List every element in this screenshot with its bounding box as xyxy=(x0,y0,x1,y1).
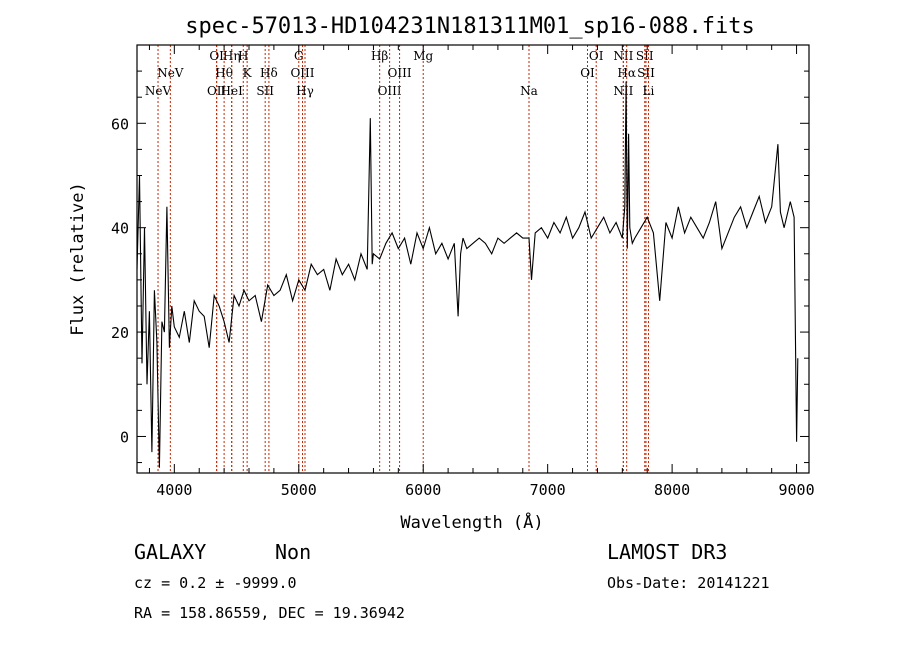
line-marker-label: OIII xyxy=(378,84,402,98)
chart-title: spec-57013-HD104231N181311M01_sp16-088.f… xyxy=(185,14,755,39)
x-tick-label: 4000 xyxy=(156,481,192,499)
x-tick-label: 9000 xyxy=(778,481,814,499)
line-marker-label: NII xyxy=(613,84,633,98)
line-marker-label: OI xyxy=(589,49,604,63)
line-marker-label: SII xyxy=(636,49,654,63)
y-tick-label: 40 xyxy=(111,220,129,238)
line-marker-label: Hθ xyxy=(215,66,233,80)
line-marker-label: NII xyxy=(613,49,633,63)
line-marker-label: OIII xyxy=(290,66,314,80)
line-marker-label: Hβ xyxy=(371,49,388,63)
line-marker-label: OI xyxy=(580,66,595,80)
x-tick-label: 8000 xyxy=(654,481,690,499)
coordinates: RA = 158.86559, DEC = 19.36942 xyxy=(134,604,405,622)
line-marker-label: Mg xyxy=(413,49,433,63)
x-tick-label: 5000 xyxy=(281,481,317,499)
line-marker-label: OI xyxy=(209,49,224,63)
plot-frame xyxy=(136,44,810,474)
line-marker-label: NeV xyxy=(157,66,184,80)
line-marker-label: Hγ xyxy=(296,84,314,98)
line-marker-label: Hη xyxy=(223,49,241,63)
y-tick-label: 0 xyxy=(120,428,129,446)
line-marker-label: K xyxy=(243,66,253,80)
x-axis-label: Wavelength (Å) xyxy=(400,511,543,533)
line-marker-label: G xyxy=(294,49,304,63)
line-marker-label: Hα xyxy=(617,66,636,80)
object-subclass: Non xyxy=(275,540,312,564)
y-tick-label: 60 xyxy=(111,115,129,133)
flux-series-line xyxy=(136,81,799,468)
emission-line-markers: NeVNeVOIIOIHθHηHeIHKSIIHδGOIIIHγHβOIIIOI… xyxy=(145,45,655,473)
redshift-value: cz = 0.2 ± -9999.0 xyxy=(134,574,297,592)
line-marker-label: SII xyxy=(637,66,655,80)
line-marker-label: NeV xyxy=(145,84,172,98)
y-tick-label: 20 xyxy=(111,324,129,342)
line-marker-label: Hδ xyxy=(260,66,278,80)
survey-name: LAMOST DR3 xyxy=(607,540,728,564)
line-marker-label: HeI xyxy=(221,84,244,98)
y-axis-label: Flux (relative) xyxy=(68,182,88,336)
x-tick-label: 7000 xyxy=(530,481,566,499)
object-type: GALAXY xyxy=(134,540,207,564)
axis-ticks: 4000 5000 6000 7000 8000 9000 0 20 40 60 xyxy=(111,44,815,499)
line-marker-label: OIII xyxy=(388,66,412,80)
line-marker-label: SII xyxy=(256,84,274,98)
obs-date: Obs-Date: 20141221 xyxy=(607,574,770,592)
x-tick-label: 6000 xyxy=(405,481,441,499)
line-marker-label: Na xyxy=(520,84,538,98)
line-marker-label: H xyxy=(238,49,248,63)
line-marker-label: Li xyxy=(643,84,655,98)
